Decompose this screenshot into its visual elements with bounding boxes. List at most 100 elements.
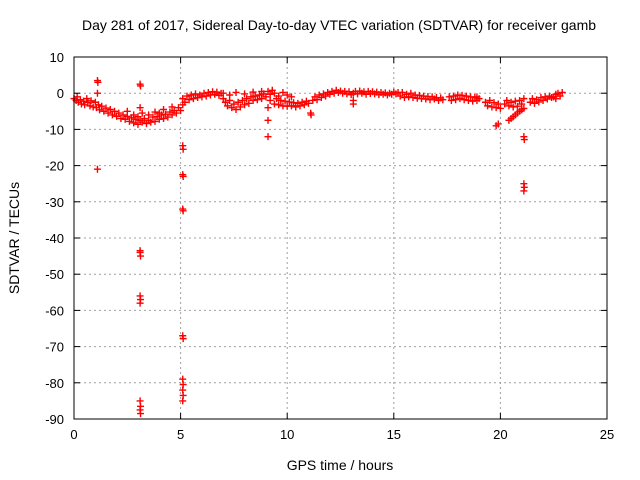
data-point [236, 103, 244, 111]
data-point [281, 97, 289, 105]
y-tick-label: 0 [57, 86, 64, 101]
data-point [147, 118, 155, 126]
data-point [83, 95, 91, 103]
x-axis-title: GPS time / hours [287, 457, 394, 473]
data-point [509, 103, 517, 111]
data-point [290, 99, 298, 107]
data-point [102, 104, 110, 112]
y-tick-label: -80 [45, 376, 64, 391]
data-point [179, 335, 187, 343]
data-point [245, 99, 253, 107]
data-point [155, 115, 163, 123]
data-point [179, 172, 187, 180]
data-point [151, 117, 159, 125]
data-point [183, 92, 191, 100]
data-point [224, 102, 232, 110]
chart-title: Day 281 of 2017, Sidereal Day-to-day VTE… [82, 17, 596, 33]
data-point [76, 96, 84, 104]
data-point [164, 113, 172, 121]
data-point [238, 96, 246, 104]
data-point [481, 98, 489, 106]
data-point [258, 87, 266, 95]
data-point [111, 107, 119, 115]
data-point [179, 207, 187, 215]
data-point [234, 98, 242, 106]
data-point [486, 96, 494, 104]
data-point [179, 397, 187, 405]
data-point [558, 88, 566, 96]
data-point [528, 95, 536, 103]
x-tick-label: 25 [600, 427, 614, 442]
data-point [96, 106, 104, 114]
data-point [266, 96, 274, 104]
data-point [137, 410, 145, 418]
data-point [398, 88, 406, 96]
data-point [221, 98, 229, 106]
data-point [407, 89, 415, 97]
data-point [447, 96, 455, 104]
data-point [181, 98, 189, 106]
data-point [95, 101, 103, 109]
data-point [189, 95, 197, 103]
data-point [556, 92, 564, 100]
data-point [492, 104, 500, 112]
data-point [270, 89, 278, 97]
y-tick-label: -70 [45, 340, 64, 355]
y-tick-labels: 10 0 -10 -20 -30 -40 -50 -60 -70 -80 -90 [45, 50, 64, 427]
data-point [138, 118, 146, 126]
data-point [503, 96, 511, 104]
data-point [140, 115, 148, 123]
data-point [241, 90, 249, 98]
data-point [93, 89, 101, 97]
data-point [275, 92, 283, 100]
data-point [520, 187, 528, 195]
data-point [168, 103, 176, 111]
x-tick-label: 20 [493, 427, 507, 442]
data-point [241, 101, 249, 109]
data-point [89, 103, 97, 111]
data-point [494, 120, 502, 128]
x-tick-label: 0 [70, 427, 77, 442]
data-point [155, 109, 163, 117]
data-point [516, 96, 524, 104]
grid-lines [74, 57, 607, 419]
data-point [106, 105, 114, 113]
y-tick-label: -60 [45, 303, 64, 318]
data-point [253, 96, 261, 104]
data-point [283, 91, 291, 99]
data-point [145, 111, 153, 119]
data-point [230, 100, 238, 108]
data-point [179, 145, 187, 153]
data-point [119, 111, 127, 119]
data-point [137, 82, 145, 90]
y-tick-label: -40 [45, 231, 64, 246]
y-tick-label: -10 [45, 122, 64, 137]
data-point [300, 101, 308, 109]
data-point [262, 93, 270, 101]
data-point [151, 108, 159, 116]
data-point [285, 98, 293, 106]
data-point [87, 97, 95, 105]
data-point [539, 96, 547, 104]
y-tick-label: -50 [45, 267, 64, 282]
data-point [322, 92, 330, 100]
data-point [317, 94, 325, 102]
y-tick-label: -20 [45, 159, 64, 174]
data-point [192, 90, 200, 98]
data-point [520, 136, 528, 144]
data-point [202, 92, 210, 100]
data-point [445, 93, 453, 101]
data-point [232, 105, 240, 113]
data-point [275, 101, 283, 109]
data-point [287, 93, 295, 101]
y-tick-label: -30 [45, 195, 64, 210]
x-tick-labels: 0 5 10 15 20 25 [70, 427, 614, 442]
data-point [123, 107, 131, 115]
data-point [405, 93, 413, 101]
data-point [452, 96, 460, 104]
y-tick-label: -90 [45, 412, 64, 427]
data-point [94, 78, 102, 86]
data-point [160, 105, 168, 113]
data-point [439, 96, 447, 104]
